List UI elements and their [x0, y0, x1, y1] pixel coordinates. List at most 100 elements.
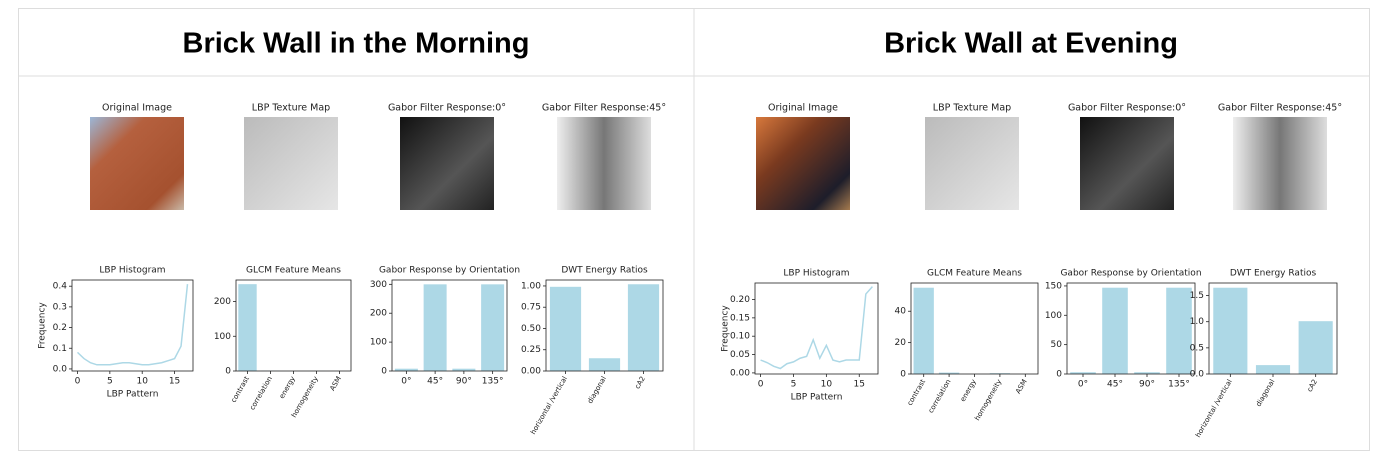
x-tick-label: contrast	[230, 375, 251, 404]
bar	[549, 286, 582, 371]
x-tick-label: diagonal	[1254, 378, 1276, 408]
y-tick-label: 100	[1045, 311, 1062, 321]
y-tick-label: 1.00	[521, 281, 541, 291]
chart-title: Gabor Response by Orientation	[1060, 269, 1201, 279]
y-tick-label: 0.4	[53, 282, 68, 292]
image	[90, 117, 184, 210]
x-tick-label: 135°	[1168, 380, 1190, 390]
y-tick-label: 1.5	[1190, 291, 1204, 301]
line	[760, 286, 873, 370]
y-tick-label: 1.0	[1190, 317, 1205, 327]
y-tick-label: 0.50	[521, 324, 541, 334]
y-tick-label: 0.25	[521, 345, 541, 355]
x-tick-label: correlation	[927, 378, 953, 415]
y-axis-label: Frequency	[38, 302, 48, 349]
chart-title: GLCM Feature Means	[927, 269, 1022, 279]
x-tick-label: 45°	[427, 377, 443, 387]
y-tick-label: 0.00	[521, 367, 541, 377]
image	[400, 117, 494, 210]
x-tick-label: 90°	[1139, 380, 1155, 390]
x-tick-label: horizontal /vertical	[529, 375, 569, 436]
y-tick-label: 0.3	[53, 302, 67, 312]
plot-frame	[391, 279, 508, 372]
image-title: Gabor Filter Response:45°	[1218, 103, 1342, 114]
panel-title: Brick Wall at Evening	[884, 28, 1178, 60]
image-title: Gabor Filter Response:45°	[542, 103, 666, 114]
bar	[1255, 365, 1291, 374]
chart-title: DWT Energy Ratios	[561, 266, 648, 276]
image	[244, 117, 338, 210]
y-tick-label: 0	[900, 370, 906, 380]
y-axis-label: Frequency	[721, 305, 731, 352]
bar	[394, 368, 418, 371]
plot-frame	[71, 279, 194, 372]
y-tick-label: 100	[370, 338, 387, 348]
bar	[481, 284, 505, 371]
image-title: Gabor Filter Response:0°	[1068, 103, 1186, 114]
y-tick-label: 0	[1056, 370, 1062, 380]
bar	[1166, 287, 1192, 374]
x-tick-label: ASM	[328, 375, 343, 392]
x-tick-label: 0°	[401, 377, 411, 387]
y-tick-label: 50	[1051, 340, 1063, 350]
bar	[913, 287, 934, 374]
y-tick-label: 0.15	[730, 313, 750, 323]
x-tick-label: cA2	[633, 375, 646, 390]
image	[756, 117, 850, 210]
x-tick-label: contrast	[906, 378, 927, 407]
y-tick-label: 200	[370, 309, 387, 319]
image-title: LBP Texture Map	[933, 103, 1011, 114]
bar	[1213, 287, 1248, 374]
y-tick-label: 150	[1045, 281, 1062, 291]
y-tick-label: 0	[225, 367, 231, 377]
y-tick-label: 0.2	[53, 323, 67, 333]
x-tick-label: 0	[75, 377, 81, 387]
x-tick-label: 0	[758, 380, 764, 390]
x-tick-label: energy	[959, 378, 978, 403]
plot-frame	[1066, 282, 1196, 375]
chart-title: LBP Histogram	[99, 266, 165, 276]
x-tick-label: 10	[821, 380, 833, 390]
x-tick-label: 0°	[1078, 380, 1088, 390]
y-tick-label: 300	[370, 280, 387, 290]
x-tick-label: 15	[854, 380, 865, 390]
y-tick-label: 0	[381, 367, 387, 377]
bar	[1134, 372, 1160, 374]
x-tick-label: homogeneity	[973, 378, 1003, 422]
x-tick-label: 5	[107, 377, 113, 387]
chart-title: GLCM Feature Means	[246, 266, 341, 276]
x-tick-label: 15	[169, 377, 180, 387]
x-tick-label: diagonal	[586, 375, 608, 405]
image	[557, 117, 651, 210]
x-axis-label: LBP Pattern	[107, 390, 159, 400]
chart-title: LBP Histogram	[783, 269, 849, 279]
plot-frame	[1208, 282, 1338, 375]
image-title: LBP Texture Map	[252, 103, 330, 114]
y-tick-label: 0.0	[53, 364, 68, 374]
bar	[1070, 372, 1096, 374]
y-tick-label: 20	[895, 338, 907, 348]
x-tick-label: horizontal /vertical	[1194, 378, 1234, 439]
x-tick-label: 5	[791, 380, 797, 390]
bar	[423, 284, 447, 371]
image-title: Gabor Filter Response:0°	[388, 103, 506, 114]
bar	[452, 368, 476, 371]
x-axis-label: LBP Pattern	[791, 393, 843, 403]
bar	[1102, 287, 1128, 374]
x-tick-label: 90°	[456, 377, 472, 387]
image	[1233, 117, 1327, 210]
y-tick-label: 100	[214, 332, 231, 342]
chart-title: DWT Energy Ratios	[1230, 269, 1317, 279]
y-tick-label: 0.20	[730, 295, 750, 305]
y-tick-label: 0.05	[730, 350, 750, 360]
plot-frame	[235, 279, 352, 372]
image	[925, 117, 1019, 210]
x-tick-label: ASM	[1014, 378, 1029, 395]
y-tick-label: 0.1	[53, 344, 67, 354]
y-tick-label: 0.00	[730, 368, 750, 378]
line	[76, 284, 189, 366]
x-tick-label: 135°	[482, 377, 504, 387]
y-tick-label: 40	[895, 307, 907, 317]
plot-frame	[545, 279, 664, 372]
